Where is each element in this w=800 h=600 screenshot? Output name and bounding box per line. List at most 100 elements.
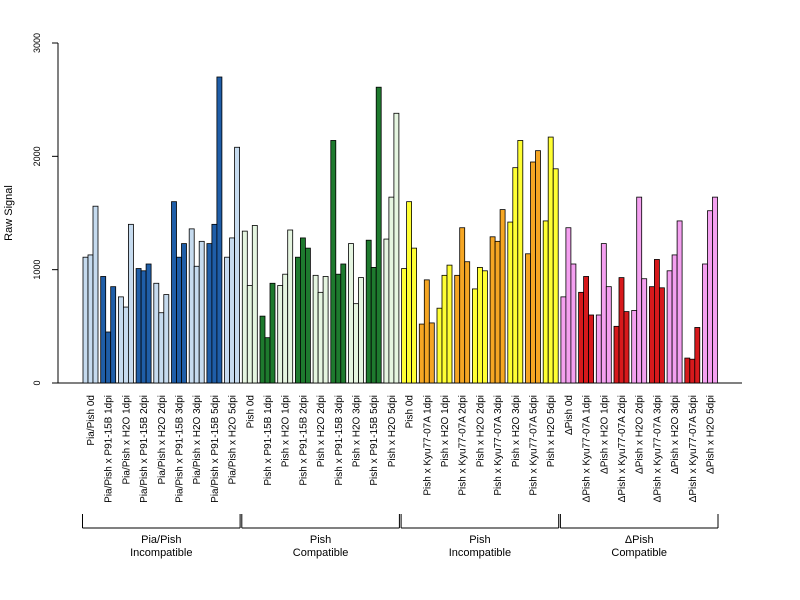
bar bbox=[358, 277, 364, 384]
bar bbox=[335, 273, 342, 384]
bar bbox=[666, 270, 673, 384]
bar bbox=[547, 136, 554, 384]
bar bbox=[100, 276, 107, 384]
bar bbox=[330, 140, 337, 384]
bar bbox=[234, 146, 241, 384]
bar bbox=[312, 274, 319, 384]
x-tick-label: Pish x H2O 5dpi bbox=[546, 395, 557, 467]
bar bbox=[287, 229, 294, 384]
bar bbox=[476, 266, 483, 384]
bar bbox=[181, 243, 187, 384]
bar bbox=[595, 314, 602, 384]
bar bbox=[383, 238, 390, 384]
x-tick-label: ΔPish x Kyu77-07A 1dpi bbox=[582, 395, 593, 502]
bar bbox=[224, 256, 231, 384]
bar bbox=[269, 282, 276, 384]
x-tick-label: ΔPish x H2O 1dpi bbox=[599, 395, 610, 474]
x-tick-label: ΔPish 0d bbox=[564, 395, 575, 435]
group-label-line1: Pish bbox=[310, 534, 331, 546]
bar bbox=[707, 210, 713, 384]
bar bbox=[251, 225, 258, 384]
bar bbox=[127, 223, 134, 384]
x-tick-label: Pish x H2O 1dpi bbox=[281, 395, 292, 467]
bar bbox=[211, 223, 218, 384]
x-tick-label: Pish x P91-15B 1dpi bbox=[263, 395, 274, 486]
bar bbox=[654, 259, 660, 384]
bar bbox=[216, 76, 223, 384]
bar bbox=[123, 306, 129, 384]
x-tick-label: Pish x H2O 2dpi bbox=[316, 395, 327, 467]
x-tick-label: ΔPish x H2O 2dpi bbox=[635, 395, 646, 474]
bar bbox=[135, 268, 142, 384]
x-tick-label: Pia/Pish x P91-15B 2dpi bbox=[139, 395, 150, 503]
x-tick-label: ΔPish x Kyu77-07A 3dpi bbox=[652, 395, 663, 502]
bar bbox=[436, 307, 443, 384]
bar bbox=[259, 315, 266, 384]
bar bbox=[512, 167, 519, 384]
bar bbox=[140, 270, 147, 384]
bar bbox=[282, 273, 289, 384]
x-tick-label: Pia/Pish x H2O 1dpi bbox=[121, 395, 132, 485]
bar bbox=[322, 276, 329, 384]
bar bbox=[641, 278, 648, 384]
bar bbox=[229, 237, 236, 384]
x-tick-label: ΔPish x H2O 5dpi bbox=[706, 395, 717, 474]
bar bbox=[583, 276, 589, 384]
bar bbox=[176, 256, 182, 384]
bar bbox=[623, 311, 630, 384]
bar bbox=[702, 263, 708, 384]
x-tick-label: Pish x P91-15B 3dpi bbox=[334, 395, 345, 486]
x-tick-label: Pish x P91-15B 5dpi bbox=[369, 395, 380, 486]
y-axis-label: Raw Signal bbox=[3, 185, 15, 241]
bar bbox=[494, 240, 501, 384]
x-tick-label: Pia/Pish x P91-15B 1dpi bbox=[104, 395, 115, 503]
bar bbox=[401, 268, 408, 384]
bar bbox=[428, 322, 435, 384]
bar bbox=[198, 240, 205, 384]
bar bbox=[618, 277, 625, 384]
group-label-line2: Compatible bbox=[611, 547, 667, 559]
bar bbox=[712, 196, 718, 384]
bar bbox=[570, 263, 577, 384]
y-tick-label: 3000 bbox=[32, 33, 42, 53]
x-tick-label: ΔPish x Kyu77-07A 5dpi bbox=[688, 395, 699, 502]
bar bbox=[163, 294, 170, 384]
bar bbox=[406, 201, 413, 384]
bar bbox=[418, 323, 425, 384]
bar bbox=[206, 243, 213, 384]
x-tick-label: Pish 0d bbox=[405, 395, 416, 428]
group-label-line2: Compatible bbox=[293, 547, 349, 559]
x-tick-label: Pia/Pish x H2O 5dpi bbox=[228, 395, 239, 485]
bar bbox=[158, 312, 165, 384]
bar bbox=[82, 256, 89, 384]
bar bbox=[365, 239, 372, 384]
bar bbox=[92, 205, 99, 384]
bar bbox=[277, 285, 284, 384]
bar bbox=[388, 196, 395, 384]
bar bbox=[560, 296, 567, 384]
x-tick-label: Pia/Pish 0d bbox=[86, 395, 97, 446]
bar bbox=[588, 314, 594, 384]
bar bbox=[659, 287, 665, 384]
x-tick-label: Pish x H2O 5dpi bbox=[387, 395, 398, 467]
bar bbox=[530, 161, 536, 384]
bar bbox=[393, 112, 400, 384]
bar bbox=[446, 264, 453, 384]
bar bbox=[535, 150, 541, 384]
group-label-line1: ΔPish bbox=[625, 534, 654, 546]
x-tick-label: Pish 0d bbox=[245, 395, 256, 428]
bar bbox=[499, 209, 506, 384]
bar bbox=[299, 237, 306, 384]
bar bbox=[348, 243, 354, 384]
group-labels: Pia/PishIncompatiblePishCompatiblePishIn… bbox=[82, 514, 719, 559]
group-label-line2: Incompatible bbox=[130, 547, 192, 559]
bar bbox=[375, 86, 382, 384]
bars bbox=[82, 76, 718, 384]
bar bbox=[340, 263, 347, 384]
bar bbox=[689, 358, 696, 384]
x-tick-label: Pish x P91-15B 2dpi bbox=[298, 395, 309, 486]
bar bbox=[193, 265, 200, 384]
bar bbox=[411, 247, 418, 384]
